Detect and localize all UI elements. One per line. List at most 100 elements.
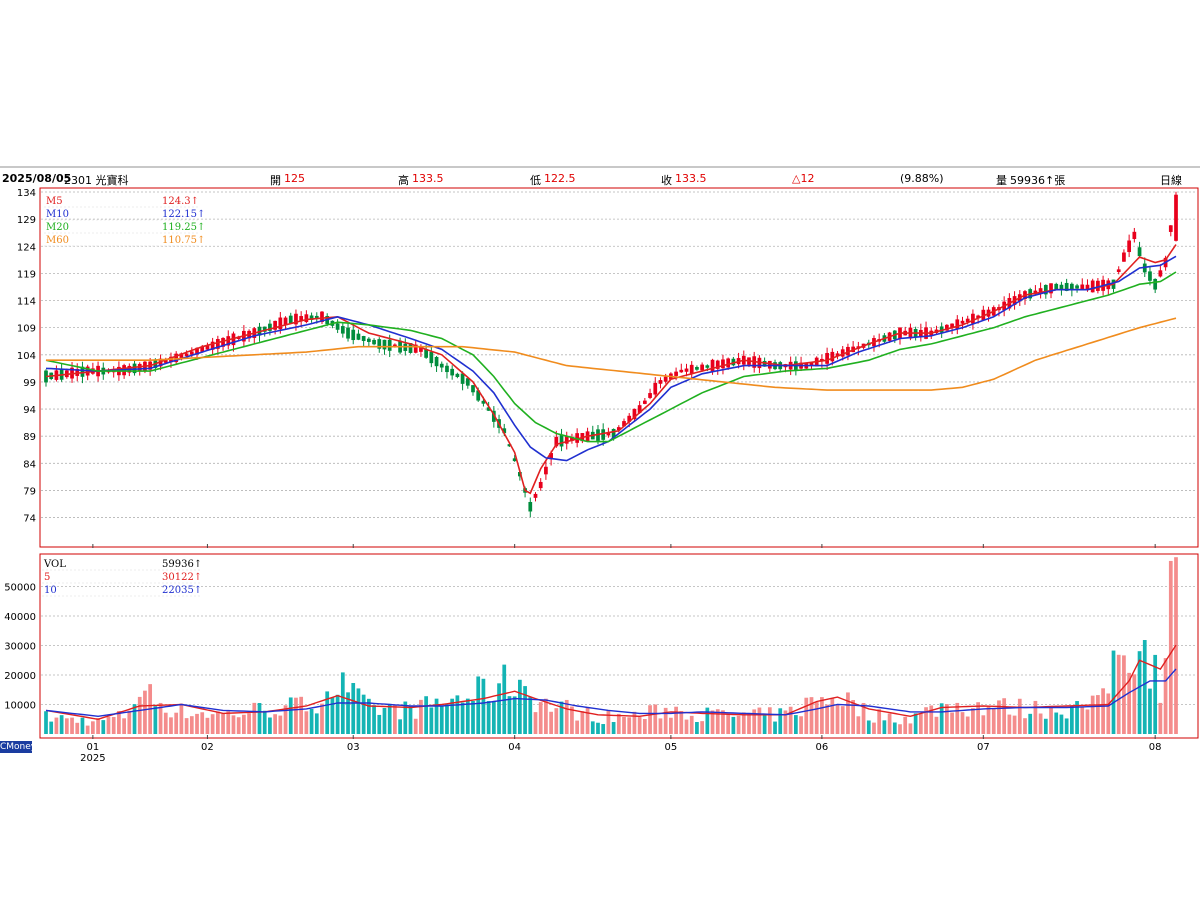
candle-body: [351, 329, 356, 341]
candle-body: [184, 353, 189, 357]
volume-bar: [242, 714, 246, 734]
candle-body: [424, 349, 429, 358]
candle-body: [559, 434, 564, 447]
volume-bar: [648, 705, 652, 734]
candle-body: [491, 410, 496, 422]
candle-body: [1080, 284, 1085, 290]
volume-bar: [413, 718, 418, 734]
volume-bar: [590, 721, 595, 734]
volume-bar: [189, 716, 194, 734]
volume-bar: [465, 698, 470, 734]
volume-bar: [981, 715, 986, 734]
volume-bar: [1153, 654, 1158, 734]
candle-body: [1153, 278, 1158, 290]
candle-body: [689, 364, 694, 374]
volume-bar: [304, 711, 309, 734]
volume-bar: [1106, 693, 1111, 734]
volume-bar: [377, 714, 382, 734]
candle-body: [377, 339, 382, 349]
price-tick-label: 74: [23, 514, 36, 525]
volume-bar: [898, 724, 902, 734]
candle-body: [262, 326, 267, 332]
price-tick-label: 109: [17, 324, 36, 335]
candle-body: [1033, 290, 1038, 295]
volume-bar: [75, 722, 80, 734]
candle-body: [830, 351, 835, 362]
candle-body: [465, 378, 470, 386]
candle-body: [554, 436, 559, 447]
volume-label: 量: [996, 174, 1007, 187]
candle-body: [981, 309, 986, 321]
candle-body: [502, 428, 507, 434]
volume-bar: [533, 712, 538, 734]
candle-body: [215, 339, 220, 349]
volume-bar: [866, 720, 871, 734]
high-value: 133.5: [412, 172, 444, 185]
volume-bar: [877, 709, 882, 734]
volume-bar: [127, 710, 132, 734]
month-label: 07: [977, 742, 990, 753]
price-tick-label: 119: [17, 269, 36, 280]
volume-bar: [684, 719, 689, 734]
volume-bar: [1038, 713, 1043, 734]
candle-body: [658, 380, 663, 384]
volume-bar: [830, 698, 835, 734]
candle-body: [387, 339, 392, 351]
volume-ma-line-10: [45, 668, 1177, 718]
volume-bar: [1158, 702, 1163, 734]
candle-body: [549, 453, 553, 460]
candle-body: [767, 360, 772, 369]
price-legend: M5 124.3↑ M10 122.15↑ M20 119.25↑ M60 110.75↑: [44, 196, 205, 247]
volume-bar: [1116, 654, 1121, 734]
candle-body: [731, 358, 736, 366]
volume-bar: [111, 716, 116, 734]
volume-bar: [91, 721, 95, 734]
volume-gridlines: [41, 586, 1197, 705]
volume-bar: [882, 720, 887, 734]
volume-bar: [528, 696, 533, 734]
stock-chart: 74 79 84 89 94 99 104 109 114 119 124 129 134 10000 2…: [4, 187, 1199, 764]
volume-bar: [132, 704, 137, 734]
candle-body: [700, 364, 704, 371]
volume-bar: [54, 717, 59, 734]
volume-bar: [632, 711, 637, 734]
volume-bar: [44, 711, 48, 734]
low-label: 低: [530, 174, 541, 187]
candle-body: [294, 313, 298, 325]
candle-body: [1038, 288, 1043, 294]
legend-name: M5: [46, 196, 63, 207]
volume-bar: [314, 713, 319, 734]
volume-bar: [351, 683, 356, 734]
volume-bar: [137, 696, 142, 734]
volume-bar: [835, 705, 840, 734]
volume-bar: [606, 710, 611, 734]
legend-value: 110.75↑: [162, 235, 205, 246]
volume-bar: [257, 703, 262, 734]
volume-bar: [950, 712, 954, 734]
price-tick-label: 134: [17, 188, 36, 199]
volume-bar: [335, 694, 340, 734]
candle-body: [1059, 284, 1064, 290]
volume-bar: [1023, 718, 1027, 734]
volume-bar: [695, 721, 699, 734]
candle-body: [971, 313, 975, 324]
volume-bar: [283, 705, 288, 734]
volume-bar: [80, 717, 85, 734]
candle-body: [278, 317, 283, 330]
volume-bar: [455, 695, 460, 734]
candle-body: [950, 323, 954, 329]
candle-body: [429, 351, 434, 364]
volume-bar: [825, 704, 829, 734]
close-value: 133.5: [675, 172, 707, 185]
volume-tick-label: 40000: [4, 612, 36, 623]
open-value: 125: [284, 172, 305, 185]
volume-value: 59936↑張: [1010, 174, 1066, 187]
volume-bar: [955, 702, 960, 734]
volume-bar: [294, 697, 298, 734]
volume-bar: [518, 679, 522, 734]
volume-bar: [945, 704, 949, 734]
volume-tick-label: 20000: [4, 671, 36, 682]
candle-body: [611, 428, 616, 438]
volume-bar: [820, 697, 824, 734]
ma-line-m10: [45, 255, 1177, 462]
